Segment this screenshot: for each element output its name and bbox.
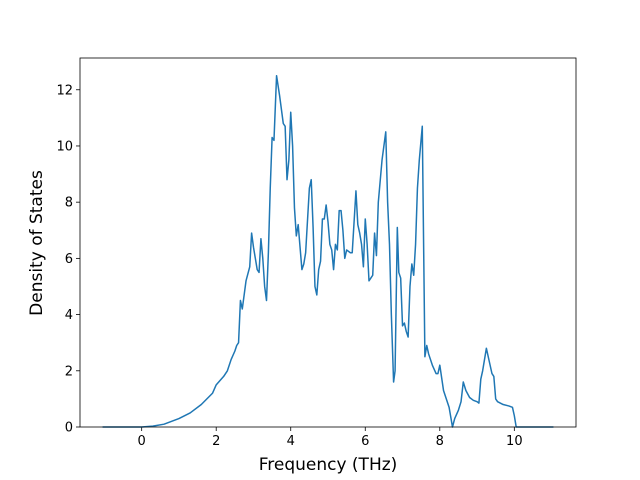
x-axis-label: Frequency (THz) <box>259 455 398 475</box>
y-tick-label: 2 <box>65 364 73 379</box>
x-tick-label: 2 <box>212 434 220 449</box>
plot-frame <box>79 57 577 428</box>
y-tick-label: 6 <box>65 252 73 267</box>
x-tick-label: 10 <box>506 434 523 449</box>
y-tick-label: 10 <box>56 139 73 154</box>
x-tick-label: 4 <box>287 434 295 449</box>
y-tick-label: 8 <box>65 196 73 211</box>
x-tick-label: 0 <box>138 434 146 449</box>
y-tick-label: 4 <box>65 308 73 323</box>
y-tick-label: 0 <box>65 421 73 436</box>
data-line <box>102 74 554 428</box>
y-tick-label: 12 <box>56 83 73 98</box>
x-tick-label: 6 <box>361 434 369 449</box>
y-axis-label: Density of States <box>27 170 47 316</box>
x-tick-label: 8 <box>436 434 444 449</box>
